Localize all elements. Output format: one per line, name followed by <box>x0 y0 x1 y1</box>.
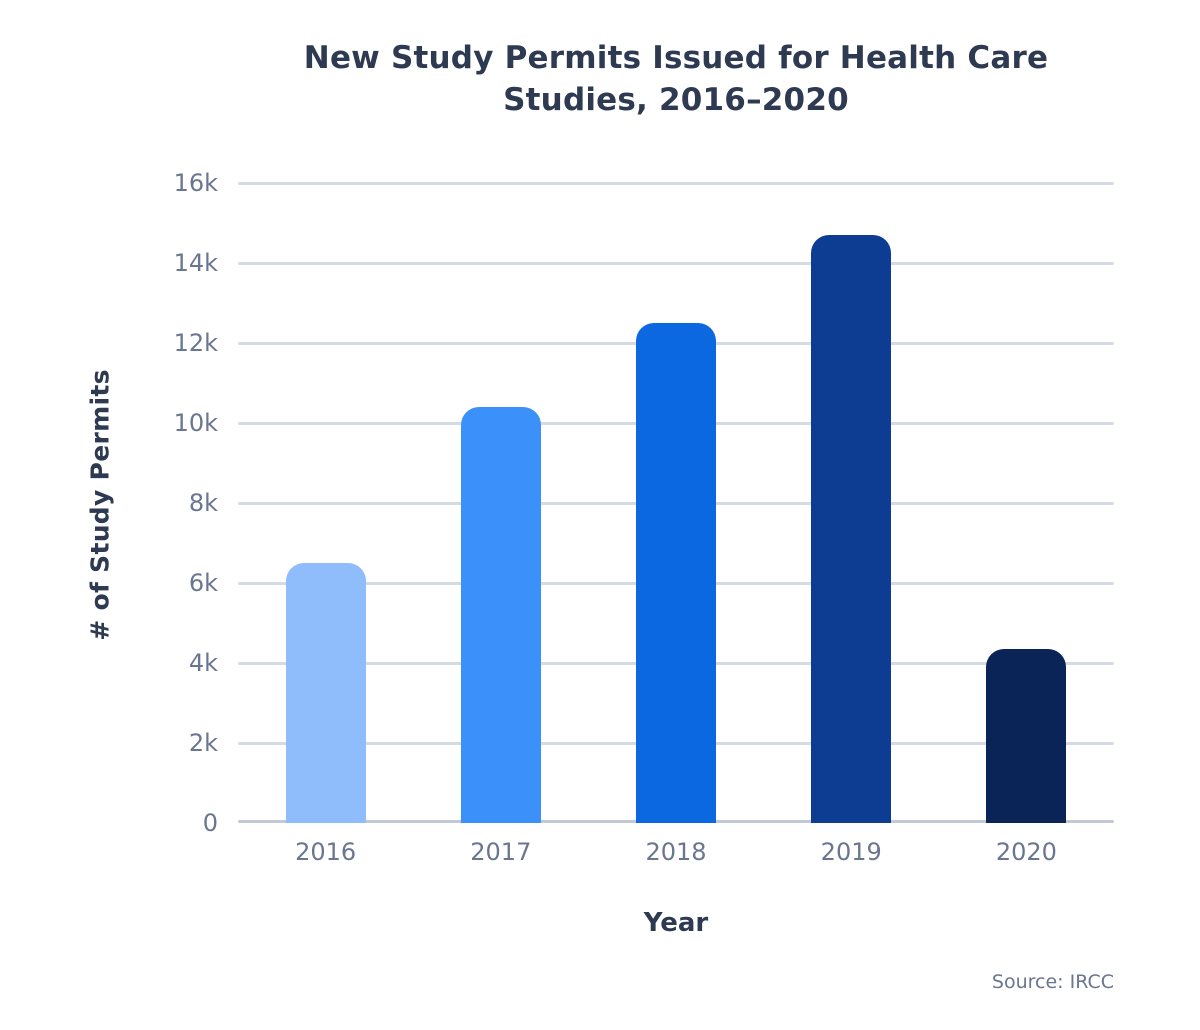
y-tick-label: 12k <box>173 329 218 357</box>
y-axis-tick-labels: 0 2k 4k 6k 8k 10k 12k 14k 16k <box>0 169 218 837</box>
chart-title: New Study Permits Issued for Health Care… <box>238 38 1114 122</box>
x-axis-tick-labels: 2016 2017 2018 2019 2020 <box>238 838 1114 866</box>
bar-2018 <box>636 323 716 823</box>
source-note: Source: IRCC <box>991 971 1114 993</box>
x-tick-label-2018: 2018 <box>645 838 707 866</box>
bar-2016 <box>285 563 366 823</box>
bar-slot-2020 <box>939 183 1114 823</box>
x-tick-label-2020: 2020 <box>995 838 1057 866</box>
y-tick-label: 8k <box>188 489 218 517</box>
y-tick-label: 4k <box>188 649 218 677</box>
x-tick-label-2016: 2016 <box>295 838 357 866</box>
plot-area <box>238 181 1114 823</box>
bar-slot-2016 <box>238 183 413 823</box>
bar-slot-2019 <box>764 183 939 823</box>
chart-title-line-2: Studies, 2016–2020 <box>503 81 849 118</box>
x-axis-title: Year <box>643 908 709 938</box>
y-tick-label: 10k <box>173 409 218 437</box>
bar-slot-2017 <box>413 183 588 823</box>
bar-2020 <box>986 649 1067 823</box>
bars-layer <box>238 183 1114 823</box>
bar-2017 <box>460 407 541 823</box>
y-tick-label: 0 <box>202 809 218 837</box>
bar-2019 <box>811 235 892 823</box>
x-tick-label-2019: 2019 <box>820 838 882 866</box>
y-tick-label: 16k <box>173 169 218 197</box>
y-tick-label: 6k <box>188 569 218 597</box>
bar-slot-2018 <box>588 183 763 823</box>
chart-title-line-1: New Study Permits Issued for Health Care <box>303 40 1049 76</box>
y-tick-label: 2k <box>188 729 218 757</box>
x-tick-label-2017: 2017 <box>470 838 532 866</box>
gridline <box>238 261 1114 265</box>
y-tick-label: 14k <box>173 249 218 277</box>
gridline <box>238 181 1114 185</box>
